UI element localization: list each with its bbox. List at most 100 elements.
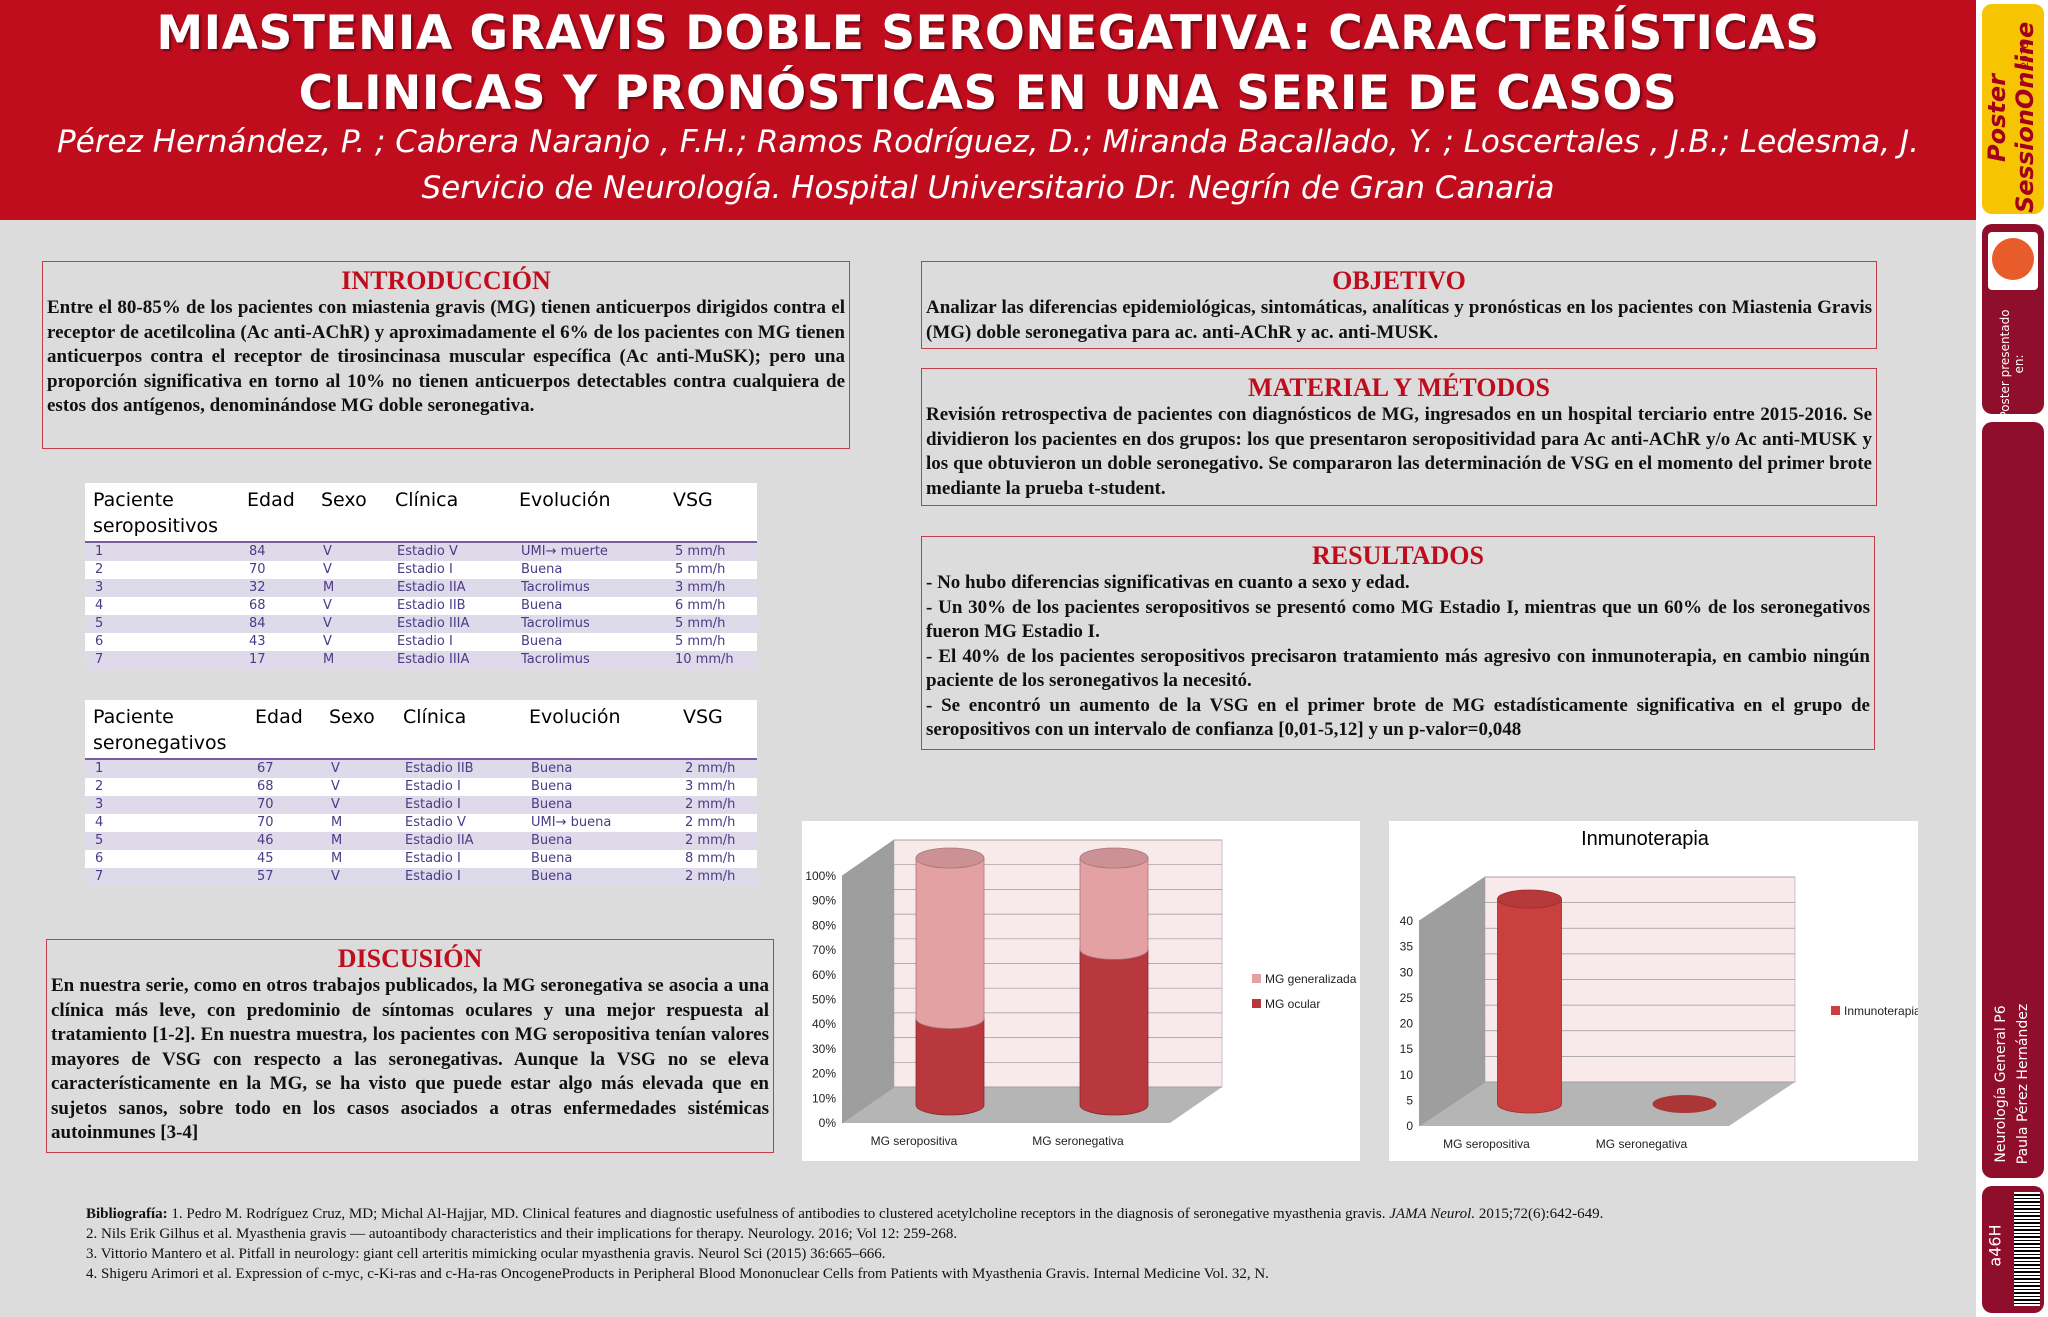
- cell-clinica: Estadio IIIA: [387, 615, 511, 633]
- table-row: 4 70 M Estadio V UMI→ buena 2 mm/h: [85, 814, 757, 832]
- chart-bar: [1079, 857, 1149, 960]
- cell-evolucion: Tacrolimus: [511, 651, 665, 669]
- col-header-edad: Edad: [247, 700, 321, 760]
- chart-floor: [842, 1087, 1222, 1123]
- chart-legend-swatch: [1831, 1006, 1840, 1015]
- cell-evolucion: Buena: [511, 561, 665, 579]
- society-emblem-icon: [1992, 238, 2034, 280]
- poster-session-logo[interactable]: Poster SessionOnline 2016: [1982, 4, 2044, 214]
- cell-evolucion: Buena: [521, 759, 675, 778]
- cell-evolucion: UMI→ buena: [521, 814, 675, 832]
- poster-header: MIASTENIA GRAVIS DOBLE SERONEGATIVA: CAR…: [0, 0, 1976, 220]
- chart-bar: [915, 1018, 985, 1116]
- cell-vsg: 5 mm/h: [665, 615, 757, 633]
- cell-vsg: 6 mm/h: [665, 597, 757, 615]
- chart-ytick-label: 0%: [819, 1116, 837, 1130]
- cell-evolucion: Tacrolimus: [511, 579, 665, 597]
- bibliografia: Bibliografía: 1. Pedro M. Rodríguez Cruz…: [86, 1204, 1956, 1284]
- cell-clinica: Estadio IIA: [387, 579, 511, 597]
- barcode-icon: [2014, 1192, 2040, 1306]
- title-line-1: MIASTENIA GRAVIS DOBLE SERONEGATIVA: CAR…: [156, 6, 1820, 61]
- table-row: 5 84 V Estadio IIIA Tacrolimus 5 mm/h: [85, 615, 757, 633]
- poster-code: a46H: [1985, 1224, 2005, 1267]
- cell-paciente: 6: [85, 850, 247, 868]
- chart-gridline: [1418, 927, 1795, 973]
- resultados-heading: RESULTADOS: [1312, 541, 1484, 570]
- col-header-clinica: Clínica: [395, 700, 521, 760]
- cell-vsg: 10 mm/h: [665, 651, 757, 669]
- cell-edad: 46: [247, 832, 321, 850]
- poster-title: MIASTENIA GRAVIS DOBLE SERONEGATIVA: CAR…: [20, 4, 1956, 124]
- chart-ytick-label: 40%: [812, 1017, 836, 1031]
- cell-vsg: 2 mm/h: [675, 796, 757, 814]
- chart-ytick-label: 30: [1400, 965, 1414, 979]
- col-header-vsg: VSG: [665, 483, 757, 543]
- chart-ytick-label: 50%: [812, 993, 836, 1007]
- cell-sexo: V: [313, 615, 387, 633]
- cell-evolucion: Buena: [521, 832, 675, 850]
- chart-clinica: 0% 10% 20% 30% 40% 50% 60% 70% 80% 90% 100% MG sero…: [805, 839, 1357, 1148]
- table-row: 7 57 V Estadio I Buena 2 mm/h: [85, 868, 757, 886]
- cell-clinica: Estadio IIA: [395, 832, 521, 850]
- col-header-edad: Edad: [239, 483, 313, 543]
- title-line-2: CLINICAS Y PRONÓSTICAS EN UNA SERIE DE C…: [298, 66, 1678, 121]
- cell-edad: 70: [239, 561, 313, 579]
- cell-edad: 84: [239, 615, 313, 633]
- resultados-item: - Se encontró un aumento de la VSG en el…: [926, 694, 1870, 741]
- cell-paciente: 4: [85, 814, 247, 832]
- cell-vsg: 2 mm/h: [675, 814, 757, 832]
- cell-evolucion: Buena: [511, 597, 665, 615]
- cell-edad: 17: [239, 651, 313, 669]
- chart-gridline: [1418, 979, 1795, 1024]
- cell-paciente: 5: [85, 615, 239, 633]
- cell-edad: 67: [247, 759, 321, 778]
- cell-paciente: 4: [85, 597, 239, 615]
- table-row: 3 70 V Estadio I Buena 2 mm/h: [85, 796, 757, 814]
- col-header-paciente: Paciente seropositivos: [85, 483, 239, 543]
- cell-edad: 68: [247, 778, 321, 796]
- chart-gridline: [1418, 902, 1795, 947]
- chart-inmunoterapia: 0 5 10 15 20 25 30 35 40 MG seropositiva MG serone…: [1400, 828, 1921, 1151]
- table-header-row: Paciente seropositivos Edad Sexo Clínica…: [85, 483, 757, 543]
- chart-ytick-label: 90%: [812, 894, 836, 908]
- session-info-box: Neurología General P6 Paula Pérez Hernán…: [1982, 422, 2044, 1178]
- chart-inmunoterapia-panel: 0 5 10 15 20 25 30 35 40 MG seropositiva MG serone…: [1389, 821, 1921, 1161]
- biblio-label: Bibliografía:: [86, 1206, 168, 1222]
- cell-paciente: 5: [85, 832, 247, 850]
- chart-gridline: [1418, 1056, 1795, 1101]
- cell-paciente: 7: [85, 868, 247, 886]
- cell-edad: 43: [239, 633, 313, 651]
- introduccion-text: Entre el 80-85% de los pacientes con mia…: [47, 297, 845, 416]
- biblio-ref-2: 2. Nils Erik Gilhus et al. Myasthenia gr…: [86, 1226, 958, 1242]
- chart-gridline: [1418, 1030, 1795, 1076]
- cell-paciente: 3: [85, 579, 239, 597]
- cell-clinica: Estadio I: [395, 796, 521, 814]
- cell-evolucion: Buena: [521, 778, 675, 796]
- chart-ytick-label: 70%: [812, 943, 836, 957]
- cell-evolucion: UMI→ muerte: [511, 542, 665, 561]
- table-row: 1 67 V Estadio IIB Buena 2 mm/h: [85, 759, 757, 778]
- chart-ytick-label: 100%: [805, 869, 836, 883]
- cell-sexo: V: [313, 633, 387, 651]
- cell-edad: 57: [247, 868, 321, 886]
- cell-edad: 45: [247, 850, 321, 868]
- chart-ytick-label: 30%: [812, 1042, 836, 1056]
- cell-sexo: M: [321, 832, 395, 850]
- seropositivos-table: Paciente seropositivos Edad Sexo Clínica…: [85, 483, 757, 669]
- resultados-item: - El 40% de los pacientes seropositivos …: [926, 645, 1870, 692]
- chart-title: Inmunoterapia: [1581, 828, 1710, 850]
- cell-clinica: Estadio V: [387, 542, 511, 561]
- cell-sexo: V: [321, 868, 395, 886]
- cell-paciente: 2: [85, 561, 239, 579]
- biblio-ref-1-text: 1. Pedro M. Rodríguez Cruz, MD; Michal A…: [167, 1206, 1390, 1222]
- metodos-section: MATERIAL Y MÉTODOS Revisión retrospectiv…: [921, 368, 1877, 506]
- introduccion-heading: INTRODUCCIÓN: [341, 266, 551, 295]
- poster-code-box: a46H: [1982, 1186, 2044, 1313]
- chart-ytick-label: 20: [1400, 1017, 1414, 1031]
- table-row: 6 43 V Estadio I Buena 5 mm/h: [85, 633, 757, 651]
- chart-bar: [1079, 949, 1149, 1116]
- resultados-item: - Un 30% de los pacientes seropositivos …: [926, 596, 1870, 643]
- biblio-ref-1-journal: JAMA Neurol.: [1389, 1206, 1476, 1222]
- discusion-heading: DISCUSIÓN: [337, 944, 483, 973]
